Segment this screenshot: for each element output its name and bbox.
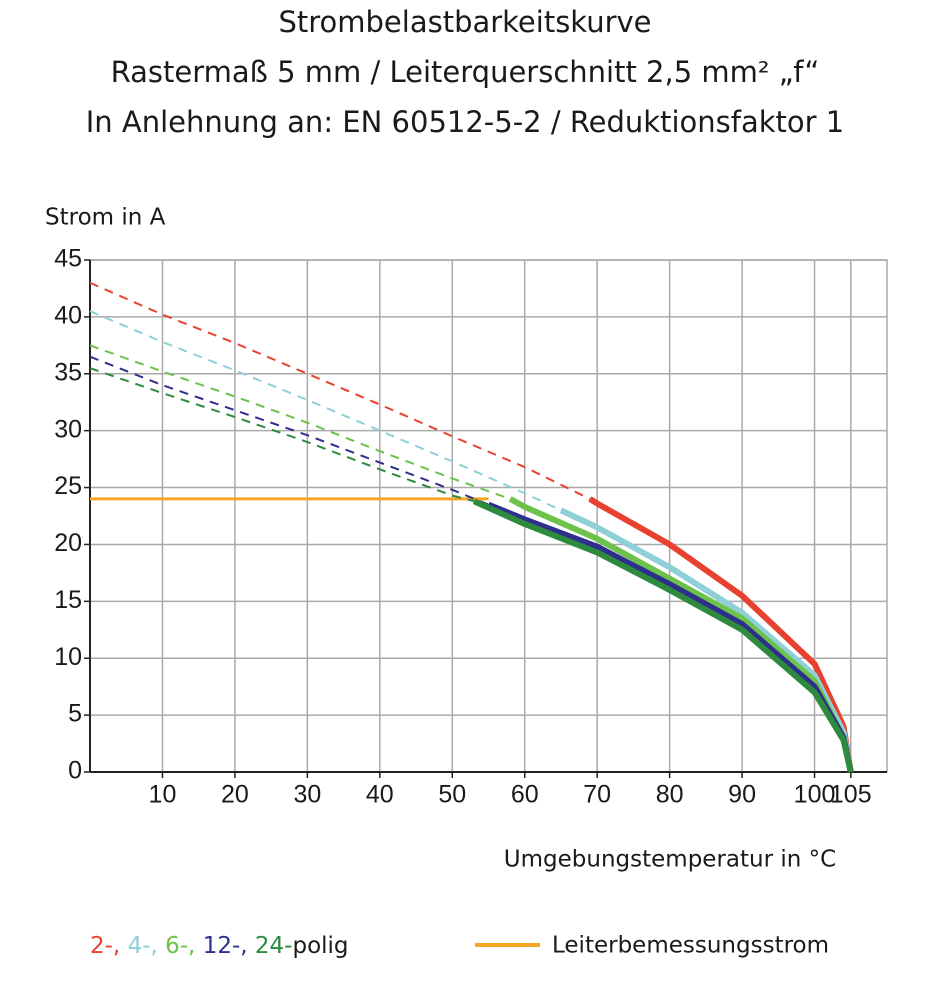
extrapolated-line bbox=[89, 344, 511, 500]
y-tick-label: 10 bbox=[54, 643, 82, 671]
x-tick-label: 100 bbox=[794, 781, 836, 809]
legend-entry: 24- bbox=[255, 933, 293, 959]
legend-entry: 12-, bbox=[203, 933, 248, 959]
y-tick-label: 5 bbox=[68, 700, 82, 728]
y-tick-label: 30 bbox=[54, 415, 82, 443]
chart-title: Strombelastbarkeitskurve bbox=[278, 5, 651, 39]
chart-subtitle: In Anlehnung an: EN 60512-5-2 / Reduktio… bbox=[86, 105, 845, 139]
x-tick-label: 40 bbox=[366, 781, 394, 809]
y-axis-label: Strom in A bbox=[45, 205, 166, 231]
chart-subtitle: Rastermaß 5 mm / Leiterquerschnitt 2,5 m… bbox=[111, 55, 820, 89]
x-tick-label: 30 bbox=[293, 781, 321, 809]
y-tick-label: 40 bbox=[54, 301, 82, 329]
extrapolated-line bbox=[89, 367, 475, 503]
x-tick-label: 50 bbox=[438, 781, 466, 809]
x-tick-label: 80 bbox=[656, 781, 684, 809]
x-tick-label: 60 bbox=[511, 781, 539, 809]
extrapolated-line bbox=[89, 310, 562, 512]
x-tick-label: 70 bbox=[583, 781, 611, 809]
series-line bbox=[472, 498, 854, 773]
legend: 2-, 4-, 6-, 12-, 24-polig bbox=[90, 933, 349, 959]
x-tick-label: 10 bbox=[149, 781, 177, 809]
y-tick-label: 0 bbox=[68, 757, 82, 785]
legend-suffix: polig bbox=[292, 933, 348, 959]
plot-area bbox=[89, 259, 888, 773]
y-tick-label: 25 bbox=[54, 472, 82, 500]
legend-entry: 2-, bbox=[90, 933, 120, 959]
x-tick-label: 90 bbox=[728, 781, 756, 809]
y-tick-label: 45 bbox=[54, 245, 82, 273]
x-tick-label: 105 bbox=[830, 781, 872, 809]
y-tick-label: 15 bbox=[54, 586, 82, 614]
legend-entry: 4-, bbox=[128, 933, 158, 959]
legend-label: Leiterbemessungsstrom bbox=[552, 933, 829, 959]
extrapolated-line bbox=[89, 281, 591, 500]
y-tick-label: 20 bbox=[54, 529, 82, 557]
legend-entry: 6-, bbox=[165, 933, 195, 959]
x-axis-label: Umgebungstemperatur in °C bbox=[504, 847, 836, 873]
x-tick-label: 20 bbox=[221, 781, 249, 809]
extrapolated-line bbox=[89, 355, 489, 506]
y-tick-label: 35 bbox=[54, 358, 82, 386]
series-line bbox=[588, 496, 854, 773]
